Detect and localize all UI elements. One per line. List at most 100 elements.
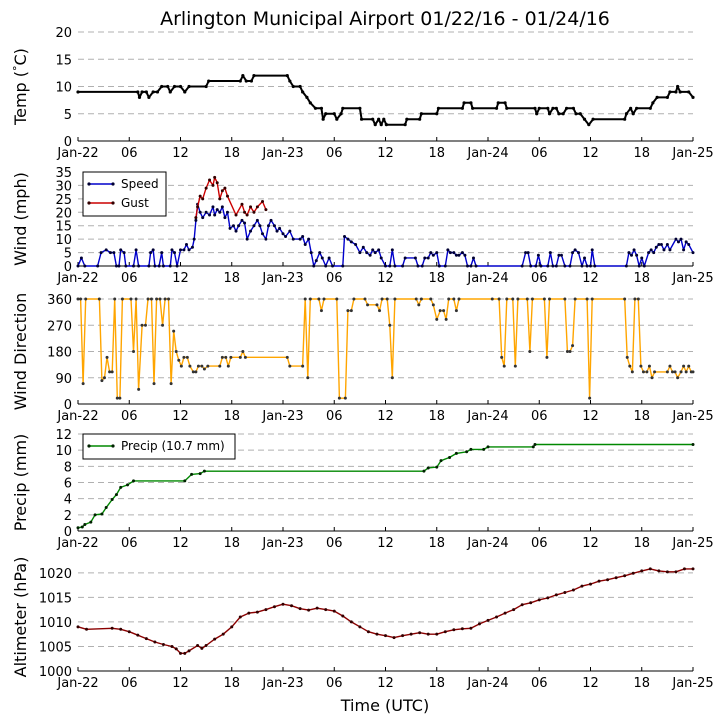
data-point [361,245,365,249]
data-point [119,485,123,489]
data-point [319,309,323,313]
legend-label: Speed [121,177,159,191]
data-point [170,644,174,648]
data-point [379,256,383,260]
data-point [649,248,653,252]
data-point [153,264,157,268]
y-axis-label-alt: Altimeter (hPa) [11,557,30,678]
data-point [215,181,219,185]
x-tick-label: 12 [582,271,599,286]
data-point [314,259,318,263]
data-point [324,608,328,612]
data-point [204,210,208,214]
data-point [183,479,187,483]
data-point [417,303,421,307]
data-point [224,355,228,359]
data-point [497,297,501,301]
data-point [500,355,504,359]
data-point [460,106,464,110]
data-point [471,256,475,260]
data-point [83,523,87,527]
data-point [435,112,439,116]
series-line [195,176,267,218]
data-point [264,237,268,241]
data-point [264,608,268,612]
data-point [178,84,183,89]
data-point [419,112,423,116]
x-tick-label: Jan-24 [466,409,508,424]
x-tick-label: 12 [377,536,394,551]
data-point [97,297,101,301]
data-point [194,370,198,374]
data-point [303,243,307,247]
data-point [185,355,189,359]
data-point [438,309,442,313]
x-tick-label: 06 [531,146,548,161]
data-point [443,630,447,634]
data-point [393,297,397,301]
data-point [211,205,215,209]
data-point [134,297,138,301]
data-point [161,323,165,327]
data-point [192,237,196,241]
data-point [315,606,319,610]
series-altimeter [76,567,695,655]
x-tick-label: 18 [633,536,650,551]
data-point [110,370,114,374]
data-point [671,370,674,374]
data-point [505,106,509,110]
y-tick-label: 360 [47,293,72,308]
data-point [354,243,358,247]
data-point [104,506,108,510]
data-point [76,526,80,530]
y-tick-label: 20 [55,206,72,221]
data-point [119,627,123,631]
data-point [172,329,176,333]
data-point [341,264,345,268]
data-point [537,598,541,602]
data-point [349,240,353,244]
x-tick-label: Jan-23 [261,409,303,424]
data-point [313,106,318,110]
data-point [220,205,224,209]
x-tick-label: Jan-24 [466,146,508,161]
data-point [322,297,326,301]
data-point [306,376,310,380]
data-point [89,520,93,524]
data-point [305,95,309,99]
data-point [651,101,655,105]
data-point [331,264,335,268]
data-point [151,90,155,94]
x-tick-label: 12 [377,676,394,691]
x-tick-label: Jan-22 [56,536,98,551]
data-point [371,248,375,252]
data-point [426,256,430,260]
data-point [201,216,205,220]
data-point [403,123,407,127]
data-point [134,248,138,252]
x-tick-label: 12 [172,676,189,691]
data-point [606,578,610,582]
data-point [373,123,377,127]
y-tick-label: 20 [55,26,72,41]
data-point [554,106,558,110]
series-speed [76,202,695,268]
x-tick-label: 18 [428,146,445,161]
x-tick-label: 18 [428,271,445,286]
x-tick-label: Jan-24 [466,536,508,551]
data-point [589,264,592,268]
data-point [457,297,461,301]
data-point [630,370,634,374]
data-point [110,626,114,630]
data-point [266,224,270,228]
data-point [366,630,370,634]
y-tick-label: 1015 [39,591,72,606]
data-point [249,229,253,233]
x-tick-label: Jan-23 [261,146,303,161]
x-tick-label: 06 [531,536,548,551]
x-tick-label: Jan-22 [56,409,98,424]
data-point [179,248,182,252]
data-point [301,364,305,368]
data-point [659,243,663,247]
